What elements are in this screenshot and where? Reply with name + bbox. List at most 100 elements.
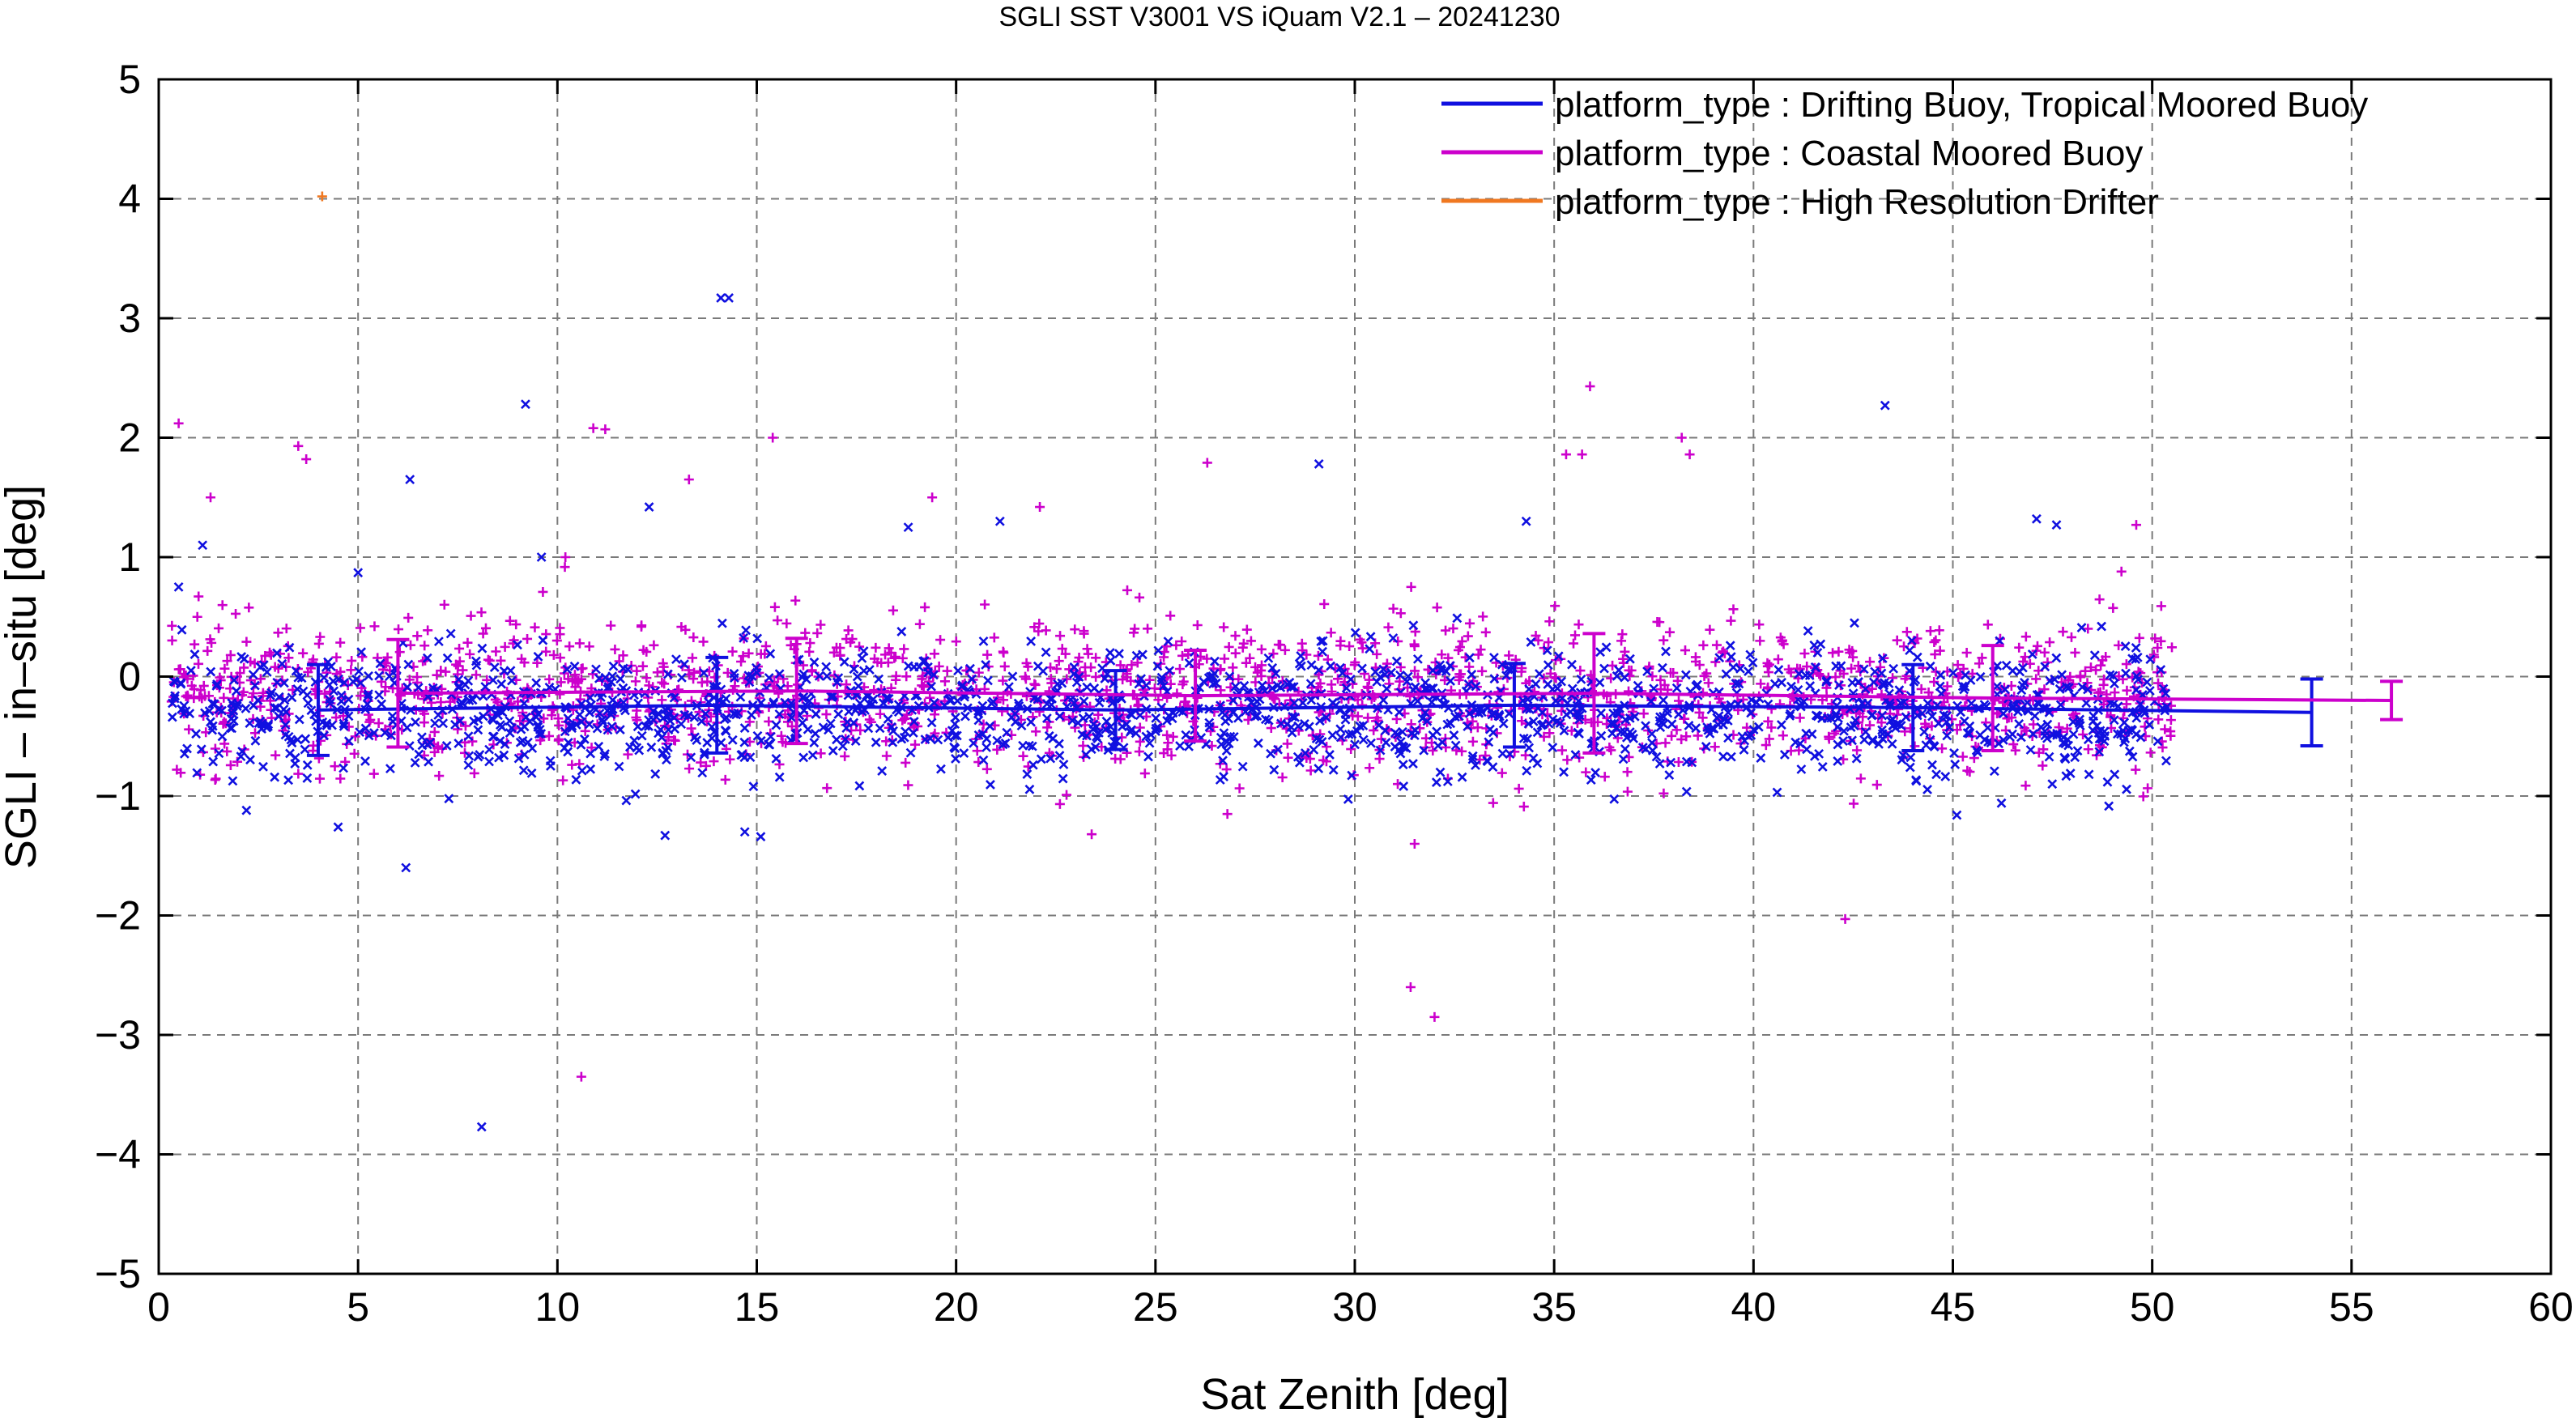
- data-point: [722, 667, 733, 678]
- data-point: [1467, 751, 1478, 761]
- data-point: [2109, 715, 2119, 726]
- data-point: [1711, 640, 1722, 650]
- data-point: [2108, 671, 2118, 681]
- data-point: [546, 760, 556, 771]
- data-point: [1596, 708, 1606, 718]
- data-point: [641, 646, 652, 657]
- data-point: [2084, 769, 2094, 780]
- data-point: [875, 723, 885, 734]
- data-point: [1388, 633, 1399, 643]
- outlier-point: [2031, 513, 2042, 524]
- data-point: [1395, 662, 1406, 672]
- data-point: [1282, 739, 1292, 749]
- data-point: [1343, 729, 1354, 739]
- data-point: [1417, 713, 1428, 724]
- data-point: [206, 666, 216, 677]
- data-point: [1660, 738, 1671, 748]
- data-point: [822, 671, 832, 681]
- data-point: [1350, 739, 1360, 750]
- data-point: [594, 741, 604, 751]
- data-point: [2119, 717, 2130, 728]
- data-point: [998, 739, 1008, 750]
- bin-mean-series-1: [386, 632, 2404, 755]
- data-point: [637, 730, 647, 741]
- data-point: [1381, 737, 1391, 747]
- data-point: [748, 781, 759, 792]
- data-point: [2127, 654, 2138, 664]
- data-point: [1398, 760, 1408, 770]
- data-point: [1793, 684, 1803, 695]
- data-point: [926, 681, 936, 692]
- data-point: [1624, 713, 1635, 723]
- data-point: [2127, 751, 2138, 762]
- data-point: [507, 675, 517, 686]
- data-point: [1646, 696, 1656, 706]
- data-point: [1929, 677, 1939, 688]
- data-point: [641, 721, 651, 731]
- data-point: [551, 636, 562, 646]
- data-point: [1556, 676, 1566, 687]
- data-point: [644, 680, 654, 691]
- data-point: [464, 751, 475, 761]
- data-point: [697, 768, 708, 778]
- data-point: [1995, 636, 2005, 646]
- data-point: [1402, 676, 1412, 687]
- data-point: [231, 608, 241, 619]
- data-point: [441, 741, 452, 751]
- data-point: [760, 649, 770, 659]
- data-point: [1618, 654, 1629, 664]
- data-point: [480, 623, 491, 633]
- error-bar: [1104, 669, 1127, 751]
- data-point: [1428, 666, 1438, 675]
- data-point: [798, 660, 808, 671]
- data-point: [1744, 666, 1753, 676]
- data-point: [222, 656, 232, 666]
- data-point: [2042, 719, 2053, 730]
- data-point: [1383, 622, 1394, 632]
- data-point: [1210, 656, 1220, 666]
- data-point: [781, 618, 792, 628]
- data-point: [445, 628, 456, 639]
- data-point: [985, 721, 995, 731]
- data-point: [981, 660, 991, 670]
- data-point: [331, 713, 342, 723]
- data-point: [444, 794, 454, 804]
- data-point: [585, 764, 596, 774]
- data-point: [1357, 643, 1368, 654]
- data-point: [891, 671, 901, 681]
- data-point: [1091, 653, 1101, 663]
- series-outliers-0: [173, 293, 2062, 1132]
- data-point: [283, 653, 294, 663]
- data-point: [1033, 626, 1044, 636]
- data-point: [478, 711, 488, 722]
- data-point: [1763, 716, 1773, 726]
- data-point: [167, 620, 177, 631]
- data-point: [1766, 722, 1777, 733]
- data-point: [241, 703, 251, 713]
- data-point: [1810, 751, 1820, 761]
- outlier-point: [660, 830, 671, 841]
- data-point: [745, 752, 756, 763]
- data-point: [491, 646, 501, 657]
- data-point: [476, 607, 487, 618]
- data-point: [329, 686, 339, 696]
- data-point: [1833, 646, 1844, 657]
- data-point: [1489, 653, 1499, 662]
- data-point: [181, 706, 191, 716]
- data-point: [1472, 722, 1483, 733]
- data-point: [683, 710, 693, 721]
- outlier-point: [1952, 810, 1962, 820]
- data-point: [1437, 737, 1448, 747]
- data-point: [815, 619, 826, 630]
- outlier-point: [1676, 432, 1687, 443]
- data-point: [270, 772, 280, 782]
- data-point: [2131, 729, 2141, 739]
- data-point: [360, 756, 370, 766]
- data-point: [982, 649, 993, 660]
- data-point: [2014, 642, 2025, 653]
- data-point: [670, 724, 680, 734]
- data-point: [953, 666, 963, 676]
- x-tick-label: 55: [2329, 1284, 2374, 1330]
- data-point: [1228, 662, 1238, 673]
- data-point: [999, 661, 1010, 671]
